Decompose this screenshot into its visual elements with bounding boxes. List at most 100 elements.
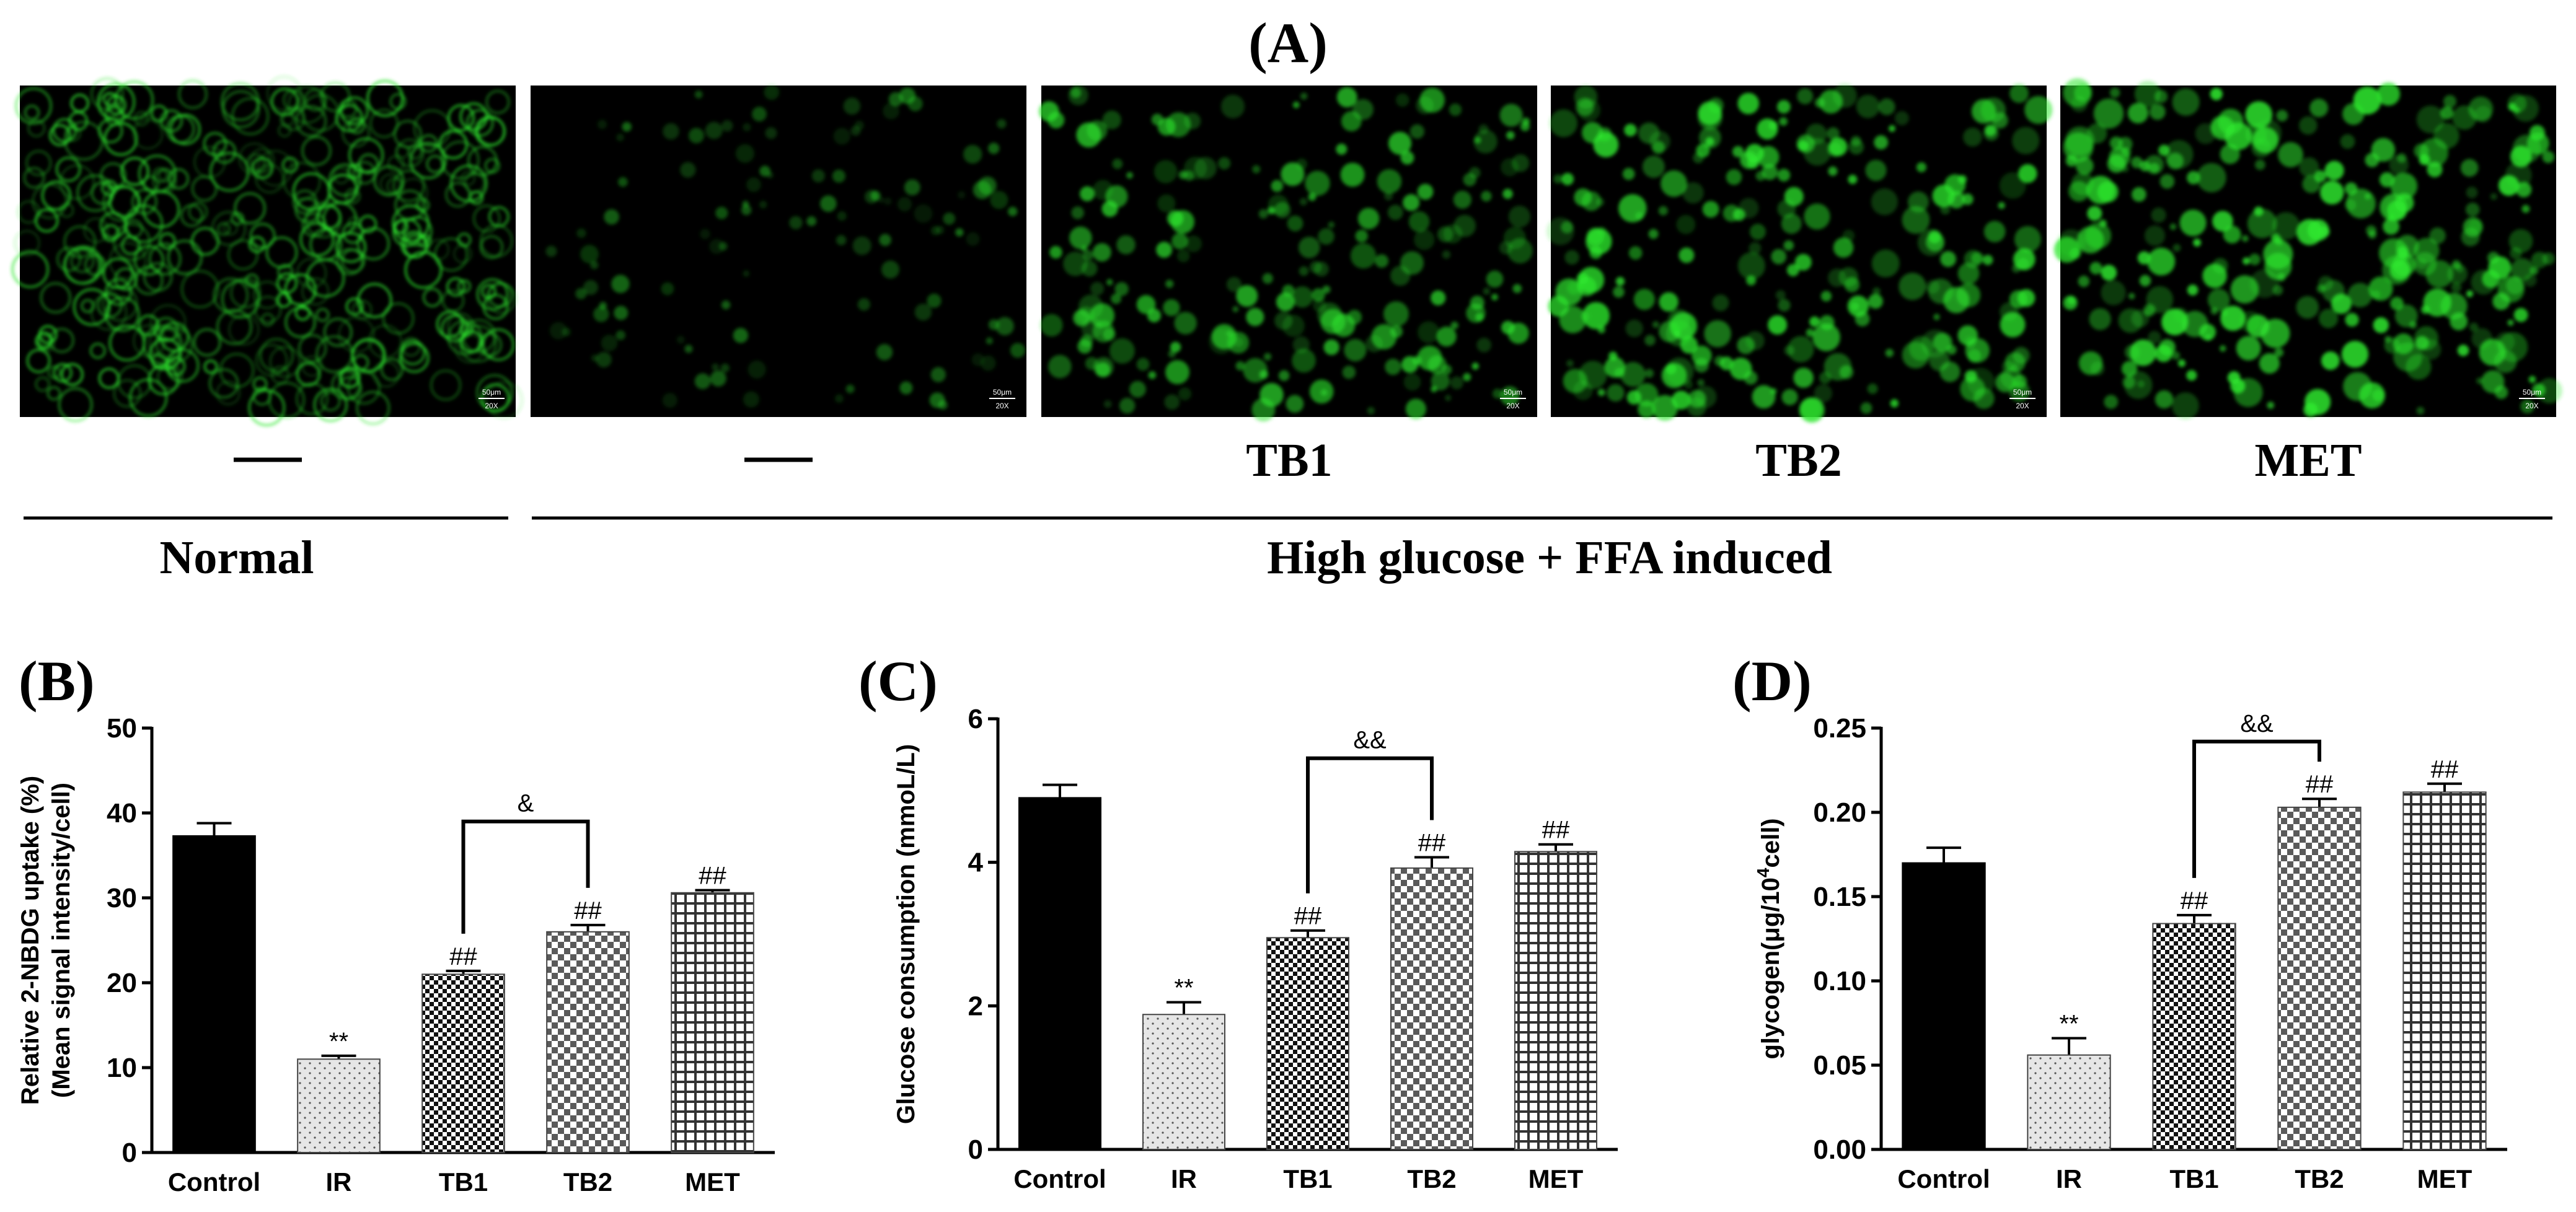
cell-outline bbox=[266, 237, 298, 268]
cell-spot bbox=[1450, 321, 1458, 330]
cell-outline bbox=[138, 154, 177, 193]
cell-outline bbox=[356, 227, 390, 260]
cell-outline bbox=[358, 154, 379, 174]
cell-spot bbox=[2365, 152, 2380, 167]
comparison-bracket-label: & bbox=[518, 790, 534, 817]
cell-outline bbox=[488, 206, 509, 227]
cell-spot bbox=[2104, 395, 2119, 409]
significance-tb2: ## bbox=[1418, 830, 1446, 857]
cell-spot bbox=[2130, 339, 2156, 366]
cell-spot bbox=[1770, 388, 1777, 395]
magnification-text: 20X bbox=[2016, 402, 2029, 410]
cell-outline bbox=[216, 380, 240, 405]
image-label-tb2: TB2 bbox=[1755, 434, 1842, 486]
cell-spot bbox=[2274, 348, 2284, 358]
cell-outline bbox=[320, 81, 351, 112]
x-tick-label-ir: IR bbox=[2056, 1164, 2082, 1193]
cell-spot bbox=[2397, 153, 2407, 163]
cell-outline bbox=[409, 142, 447, 179]
cell-spot bbox=[1491, 294, 1498, 301]
cell-spot bbox=[927, 293, 942, 308]
cell-spot bbox=[1812, 323, 1840, 351]
cell-outline bbox=[221, 279, 260, 318]
cell-spot bbox=[2542, 252, 2555, 265]
cell-spot bbox=[1828, 268, 1846, 288]
micrograph-3: 50μm 20X bbox=[1038, 85, 1537, 422]
cell-outline bbox=[379, 173, 402, 195]
x-tick-label-met: MET bbox=[1528, 1164, 1584, 1193]
cell-spot bbox=[2319, 309, 2339, 328]
cell-outline bbox=[228, 314, 260, 346]
cell-spot bbox=[2510, 146, 2532, 167]
cell-outline bbox=[296, 362, 320, 387]
comparison-bracket bbox=[1306, 756, 1434, 894]
cell-spot bbox=[1375, 254, 1389, 268]
cell-outline bbox=[246, 153, 266, 173]
cell-outline bbox=[180, 204, 203, 227]
cell-spot bbox=[721, 120, 733, 132]
cell-spot bbox=[1414, 229, 1435, 250]
micrograph-cells bbox=[1038, 85, 1533, 422]
cell-spot bbox=[837, 211, 847, 221]
cell-spot bbox=[759, 165, 770, 177]
chart-d: 0.00 0.05 0.10 0.15 0.20 0.25 glycogen(μg/104c… bbox=[1753, 710, 2507, 1193]
cell-spot bbox=[1762, 164, 1778, 180]
cell-spot bbox=[1218, 157, 1231, 170]
cell-spot bbox=[2177, 359, 2186, 367]
cell-spot bbox=[1286, 395, 1304, 413]
cell-spot bbox=[2344, 199, 2357, 211]
cell-spot bbox=[710, 370, 726, 387]
cell-spot bbox=[1806, 328, 1814, 337]
cell-spot bbox=[997, 119, 1007, 129]
cell-outline bbox=[331, 370, 361, 400]
cell-outline bbox=[27, 119, 46, 138]
cell-spot bbox=[1165, 360, 1190, 385]
cell-spot bbox=[2186, 170, 2200, 185]
cell-spot bbox=[1388, 131, 1412, 155]
cell-spot bbox=[2017, 289, 2036, 307]
cell-spot bbox=[883, 102, 899, 120]
cell-spot bbox=[2476, 377, 2483, 385]
cell-spot bbox=[1171, 232, 1188, 250]
cell-outline bbox=[295, 105, 327, 137]
cell-spot bbox=[1417, 183, 1434, 200]
cell-outline bbox=[276, 273, 298, 294]
cell-outline bbox=[209, 368, 239, 398]
cell-spot bbox=[1165, 112, 1191, 138]
cell-spot bbox=[1963, 127, 1982, 147]
cell-spot bbox=[2236, 335, 2261, 361]
cell-spot bbox=[1867, 383, 1878, 394]
cell-outline bbox=[120, 157, 149, 186]
cell-spot bbox=[1243, 358, 1268, 383]
cell-outline bbox=[301, 136, 332, 166]
cell-spot bbox=[1628, 246, 1643, 260]
cell-spot bbox=[2368, 230, 2376, 239]
significance-met: ## bbox=[1542, 817, 1570, 844]
cell-spot bbox=[2465, 202, 2480, 217]
cell-spot bbox=[2542, 151, 2555, 164]
cell-outline bbox=[298, 334, 327, 363]
cell-spot bbox=[1917, 229, 1945, 257]
cell-outline bbox=[15, 87, 52, 125]
cell-spot bbox=[930, 367, 946, 382]
cell-outline bbox=[108, 242, 146, 280]
cell-outline bbox=[485, 90, 510, 114]
cell-spot bbox=[2071, 172, 2094, 196]
cell-spot bbox=[1010, 343, 1025, 358]
x-tick-label-control: Control bbox=[1013, 1164, 1106, 1193]
x-tick-label-control: Control bbox=[168, 1167, 260, 1197]
cell-spot bbox=[1899, 273, 1926, 301]
cell-spot bbox=[2278, 142, 2303, 168]
comparison-bracket bbox=[461, 819, 590, 934]
cell-outline bbox=[143, 325, 183, 364]
cell-outline bbox=[469, 190, 483, 205]
significance-met: ## bbox=[2431, 756, 2459, 783]
cell-spot bbox=[2186, 370, 2197, 381]
cell-spot bbox=[845, 384, 855, 393]
cell-spot bbox=[1929, 350, 1950, 371]
cell-spot bbox=[1868, 294, 1883, 309]
cell-spot bbox=[2372, 389, 2384, 402]
cell-outline bbox=[59, 203, 74, 218]
y-axis-label-suffix: cell) bbox=[1757, 818, 1784, 867]
cell-spot bbox=[2373, 317, 2389, 333]
